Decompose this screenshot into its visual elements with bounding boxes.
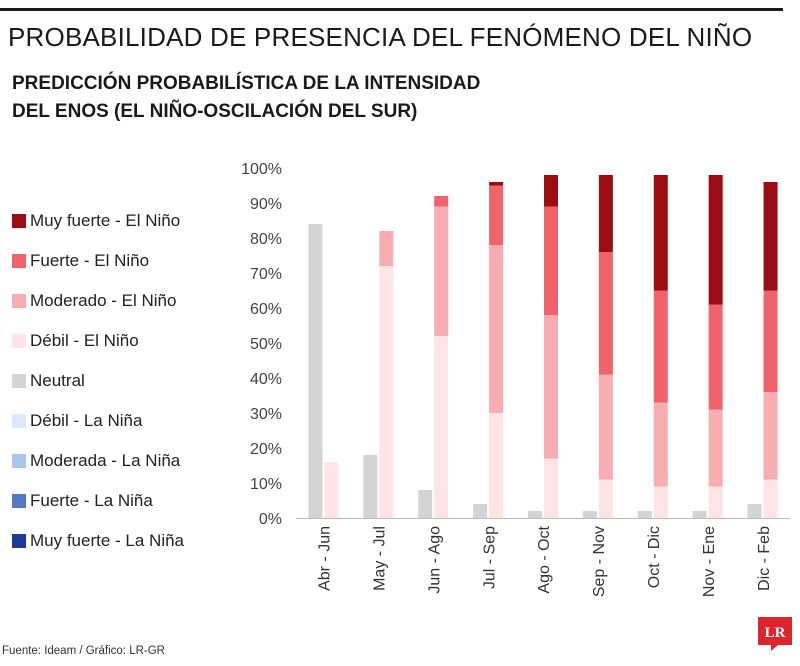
x-tick-label: Ago - Oct [536, 525, 553, 593]
legend-swatch [12, 334, 26, 348]
legend-item: Muy fuerte - El Niño [12, 201, 184, 241]
legend-swatch [12, 534, 26, 548]
legend-label: Neutral [30, 371, 85, 390]
bar-neutral [528, 511, 542, 518]
bar-segment-moderado-el-ni-o [598, 374, 613, 480]
bar-segment-muy-fuerte-el-ni-o [763, 182, 778, 291]
x-tick-label: Sep - Nov [591, 526, 608, 597]
bar-segment-moderado-el-ni-o [489, 245, 504, 413]
bar-neutral [582, 511, 597, 518]
legend-item: Muy fuerte - La Niña [12, 521, 184, 561]
legend-label: Moderada - La Niña [30, 451, 181, 470]
bar-segment-fuerte-el-ni-o [653, 290, 668, 403]
subtitle-line-2: DEL ENOS (EL NIÑO-OSCILACIÓN DEL SUR) [12, 101, 418, 122]
bar-segment-fuerte-el-ni-o [434, 196, 449, 207]
legend-item: Débil - La Niña [12, 401, 184, 441]
bar-neutral [363, 455, 378, 518]
bar-segment-moderado-el-ni-o [653, 402, 668, 487]
legend-label: Muy fuerte - La Niña [30, 531, 185, 550]
logo-text: LR [765, 625, 786, 641]
legend-swatch [12, 254, 26, 268]
bar-segment-fuerte-el-ni-o [544, 206, 558, 315]
chart-legend: Muy fuerte - El Niño Fuerte - El Niño Mode… [12, 201, 184, 561]
top-rule [0, 8, 783, 11]
bar-segment-moderado-el-ni-o [708, 409, 723, 487]
bar-neutral [637, 511, 652, 518]
legend-swatch [12, 454, 26, 468]
bar-segment-muy-fuerte-el-ni-o [489, 182, 504, 186]
bar-segment-d-bil-el-ni-o [598, 479, 613, 518]
subtitle-line-1: PREDICCIÓN PROBABILÍSTICA DE LA INTENSID… [12, 73, 481, 94]
y-tick-label: 60% [250, 301, 282, 318]
legend-label: Fuerte - El Niño [30, 251, 150, 270]
bar-segment-muy-fuerte-el-ni-o [653, 175, 668, 291]
legend-label: Moderado - El Niño [30, 291, 177, 310]
legend-label: Débil - El Niño [30, 331, 139, 350]
bar-segment-muy-fuerte-el-ni-o [544, 175, 558, 207]
legend-item: Fuerte - La Niña [12, 481, 184, 521]
legend-label: Muy fuerte - El Niño [30, 211, 181, 230]
bar-segment-d-bil-el-ni-o [708, 486, 723, 518]
y-tick-label: 30% [250, 406, 282, 423]
bar-segment-d-bil-el-ni-o [653, 486, 668, 518]
bar-segment-fuerte-el-ni-o [763, 290, 778, 392]
bar-segment-fuerte-el-ni-o [489, 185, 504, 245]
legend-swatch [12, 294, 26, 308]
legend-item: Neutral [12, 361, 184, 401]
legend-item: Moderada - La Niña [12, 441, 184, 481]
bar-segment-fuerte-el-ni-o [598, 252, 613, 375]
bar-segment-d-bil-el-ni-o [763, 479, 778, 518]
x-tick-label: Jul - Sep [481, 526, 498, 589]
bar-neutral [747, 504, 762, 518]
legend-label: Débil - La Niña [30, 411, 143, 430]
bar-segment-moderado-el-ni-o [763, 392, 778, 480]
source-note: Fuente: Ideam / Gráfico: LR-GR [2, 645, 165, 657]
bar-segment-muy-fuerte-el-ni-o [598, 175, 613, 252]
x-tick-label: Nov - Ene [701, 526, 718, 597]
legend-item: Débil - El Niño [12, 321, 184, 361]
legend-label: Fuerte - La Niña [30, 491, 153, 510]
legend-swatch [12, 214, 26, 228]
legend-swatch [12, 374, 26, 388]
y-tick-label: 40% [250, 371, 282, 388]
bar-segment-moderado-el-ni-o [379, 231, 394, 266]
y-tick-label: 50% [250, 336, 282, 353]
chart-subtitle: PREDICCIÓN PROBABILÍSTICA DE LA INTENSID… [12, 70, 482, 126]
legend-swatch [12, 494, 26, 508]
y-tick-label: 70% [250, 266, 282, 283]
x-tick-label: Jun - Ago [426, 526, 443, 594]
x-tick-label: Dic - Feb [756, 526, 773, 591]
bar-segment-fuerte-el-ni-o [708, 304, 723, 410]
y-tick-label: 20% [250, 441, 282, 458]
legend-item: Moderado - El Niño [12, 281, 184, 321]
bar-segment-d-bil-el-ni-o [324, 462, 339, 518]
x-tick-label: Oct - Dic [646, 526, 663, 588]
lr-logo: LR [758, 617, 792, 651]
legend-item: Fuerte - El Niño [12, 241, 184, 281]
bar-segment-d-bil-el-ni-o [544, 458, 558, 518]
legend-swatch [12, 414, 26, 428]
x-tick-label: Abr - Jun [317, 526, 334, 591]
bar-segment-d-bil-el-ni-o [434, 336, 449, 518]
bar-segment-moderado-el-ni-o [434, 206, 449, 336]
y-tick-label: 90% [250, 196, 282, 213]
page-title: PROBABILIDAD DE PRESENCIA DEL FENÓMENO D… [8, 22, 753, 52]
x-tick-label: May - Jul [372, 526, 389, 591]
y-tick-label: 0% [259, 511, 282, 528]
y-tick-label: 10% [250, 476, 282, 493]
y-tick-label: 100% [241, 161, 282, 178]
bar-segment-moderado-el-ni-o [544, 315, 558, 459]
bar-neutral [418, 490, 433, 518]
bar-segment-d-bil-el-ni-o [379, 266, 394, 518]
bar-neutral [473, 504, 488, 518]
bar-neutral [308, 224, 323, 518]
bar-neutral [692, 511, 707, 518]
bar-segment-muy-fuerte-el-ni-o [708, 175, 723, 305]
bar-segment-d-bil-el-ni-o [489, 413, 504, 518]
y-tick-label: 80% [250, 231, 282, 248]
